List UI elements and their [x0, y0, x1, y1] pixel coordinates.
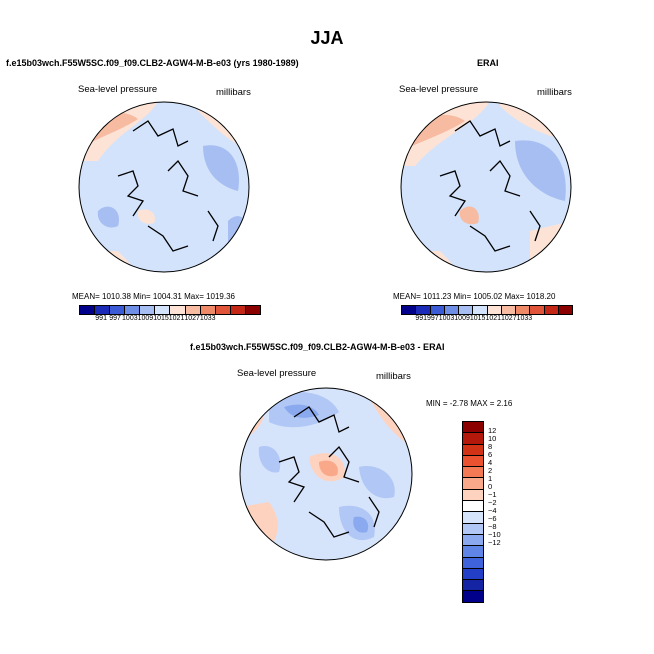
- diff-colorbar-swatch: [463, 580, 483, 592]
- diff-colorbar-tick-label: 10: [488, 434, 497, 443]
- diff-colorbar-tick-label: 0: [488, 482, 493, 491]
- model-colorbar-tick-label: 1015: [153, 315, 169, 322]
- obs-colorbar: 991 997 1003 1009 1015 1021 1027 1033: [401, 305, 573, 322]
- obs-colorbar-swatch: [402, 306, 417, 314]
- diff-colorbar-tick-label: 2: [488, 466, 493, 475]
- obs-colorbar-tick-label: 991: [415, 315, 428, 322]
- diff-colorbar-swatch: [463, 546, 483, 558]
- diff-colorbar-tick-label: 1: [488, 474, 493, 483]
- diff-colorbar-swatch: [463, 557, 483, 569]
- diff-colorbar-swatch: [463, 591, 483, 602]
- diff-colorbar-swatch: [463, 433, 483, 445]
- obs-colorbar-tick-label: 1009: [454, 315, 470, 322]
- model-colorbar: 991 997 1003 1009 1015 1021 1027 1033: [79, 305, 261, 322]
- diff-colorbar-swatch: [463, 501, 483, 513]
- obs-colorbar-swatch: [459, 306, 474, 314]
- model-colorbar-tick-label: 1027: [184, 315, 200, 322]
- obs-colorbar-swatch: [516, 306, 531, 314]
- model-colorbar-tick-label: 1021: [168, 315, 185, 322]
- diff-colorbar-swatch: [463, 444, 483, 456]
- diff-coastlines: [278, 406, 380, 538]
- obs-colorbar-swatch: [416, 306, 431, 314]
- model-colorbar-swatch: [185, 306, 201, 314]
- model-polar-map: [78, 101, 250, 273]
- diff-stats: MIN = -2.78 MAX = 2.16: [426, 399, 513, 408]
- obs-colorbar-tick-label: 1021: [485, 315, 502, 322]
- diff-colorbar-tick-label: 8: [488, 442, 493, 451]
- obs-colorbar-tick-label: 1033: [516, 315, 533, 322]
- obs-colorbar-swatch: [558, 306, 572, 314]
- diff-colorbar-swatch: [463, 523, 483, 535]
- obs-colorbar-swatch: [487, 306, 502, 314]
- model-units-label: millibars: [216, 87, 251, 98]
- diff-colorbar-swatch: [463, 568, 483, 581]
- model-colorbar-swatch: [110, 306, 126, 314]
- diff-colorbar-tick-label: −8: [488, 522, 497, 531]
- model-colorbar-swatch: [230, 306, 246, 314]
- diff-polar-map: [239, 387, 413, 561]
- model-colorbar-swatch: [215, 306, 231, 314]
- obs-colorbar-swatch: [530, 306, 545, 314]
- obs-polar-map: [400, 101, 572, 273]
- diff-field-label: Sea-level pressure: [237, 368, 317, 379]
- obs-colorbar-tick-label: 1003: [438, 315, 455, 322]
- diff-colorbar-swatch: [463, 534, 483, 547]
- diff-colorbar-tick-label: −1: [488, 490, 497, 499]
- diff-colorbar-swatch: [463, 478, 483, 490]
- diff-colorbar-tick-label: 6: [488, 450, 493, 459]
- diff-colorbar-swatch: [463, 489, 483, 502]
- model-colorbar-tick-label: 1033: [199, 315, 216, 322]
- diff-units-label: millibars: [376, 371, 411, 382]
- diff-colorbar-tick-label: 12: [488, 426, 497, 435]
- obs-units-label: millibars: [537, 87, 572, 98]
- obs-colorbar-tick-label: 997: [427, 315, 439, 322]
- obs-panel-caption: ERAI: [477, 58, 499, 68]
- model-stats: MEAN= 1010.38 Min= 1004.31 Max= 1019.36: [72, 292, 235, 301]
- model-colorbar-swatch: [95, 306, 111, 314]
- diff-colorbar-tick-label: 4: [488, 458, 493, 467]
- diff-colorbar: 12 10 8 6 4 2 1 0 −1 −2 −4 −6 −8 −10 −12: [462, 421, 501, 603]
- diff-colorbar-swatch: [463, 467, 483, 479]
- diff-colorbar-tick-label: −6: [488, 514, 497, 523]
- diff-panel-caption: f.e15b03wch.F55W5SC.f09_f09.CLB2-AGW4-M-…: [190, 342, 445, 352]
- obs-colorbar-tick-label: 1027: [501, 315, 517, 322]
- model-colorbar-swatch: [170, 306, 186, 314]
- obs-coastlines: [439, 120, 541, 252]
- diff-colorbar-tick-label: −12: [488, 538, 501, 547]
- obs-colorbar-swatch: [544, 306, 559, 314]
- obs-colorbar-swatch: [430, 306, 445, 314]
- model-colorbar-tick-label: 991: [95, 315, 107, 322]
- diff-colorbar-swatch: [463, 422, 483, 434]
- season-title: JJA: [310, 28, 344, 48]
- model-field-label: Sea-level pressure: [78, 84, 158, 95]
- diff-colorbar-swatch: [463, 512, 483, 524]
- model-panel-caption: f.e15b03wch.F55W5SC.f09_f09.CLB2-AGW4-M-…: [6, 58, 299, 68]
- obs-colorbar-swatch: [501, 306, 516, 314]
- obs-colorbar-swatch: [444, 306, 459, 314]
- model-colorbar-swatch: [200, 306, 216, 314]
- obs-colorbar-swatch: [473, 306, 488, 314]
- diff-colorbar-tick-label: −2: [488, 498, 497, 507]
- model-colorbar-tick-label: 1009: [137, 315, 154, 322]
- model-colorbar-swatch: [155, 306, 171, 314]
- obs-colorbar-tick-label: 1015: [469, 315, 486, 322]
- model-colorbar-swatch: [125, 306, 141, 314]
- model-colorbar-tick-label: 1003: [122, 315, 138, 322]
- model-colorbar-swatch: [245, 306, 260, 314]
- model-coastlines: [117, 120, 219, 252]
- diff-colorbar-tick-label: −10: [488, 530, 501, 539]
- diff-colorbar-tick-label: −4: [488, 506, 497, 515]
- obs-stats: MEAN= 1011.23 Min= 1005.02 Max= 1018.20: [393, 292, 556, 301]
- model-colorbar-tick-label: 997: [109, 315, 121, 322]
- obs-field-label: Sea-level pressure: [399, 84, 479, 95]
- model-colorbar-swatch: [140, 306, 156, 314]
- diff-colorbar-swatch: [463, 455, 483, 468]
- model-colorbar-swatch: [80, 306, 96, 314]
